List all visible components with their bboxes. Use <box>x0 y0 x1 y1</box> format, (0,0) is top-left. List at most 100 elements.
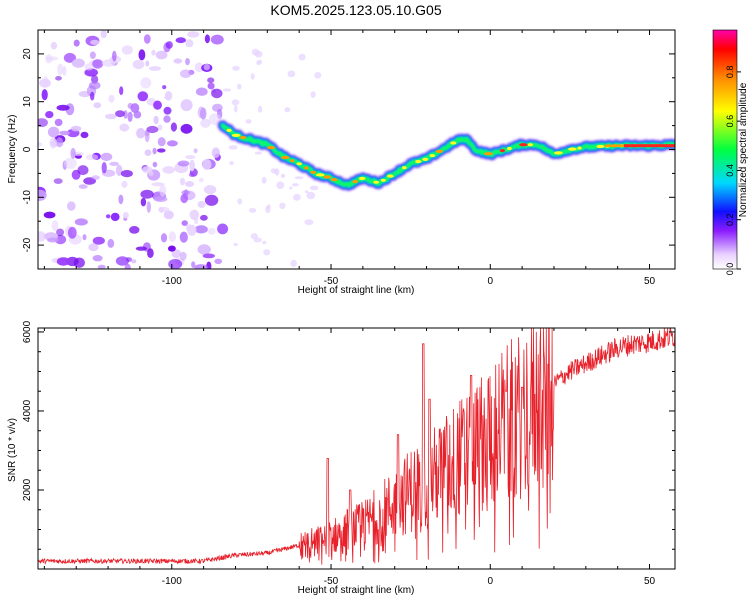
spectrogram-noise-blob <box>294 176 304 180</box>
spectrogram-peak <box>315 173 325 177</box>
spectrogram-noise-blob <box>257 105 263 113</box>
spectrogram-noise-blob <box>73 39 80 47</box>
spectrogram-noise-blob <box>298 53 306 61</box>
spectrogram-noise-blob <box>262 240 267 245</box>
spectrogram-noise-blob <box>109 161 119 166</box>
spectrogram-noise-blob <box>153 115 159 125</box>
spectrogram-noise-blob <box>67 226 77 239</box>
spectrogram-noise-blob <box>66 256 79 267</box>
spectrogram-noise-blob <box>207 82 215 90</box>
spectrogram-peak <box>280 155 290 160</box>
spectrogram-noise-blob <box>93 102 102 109</box>
chart-title: KOM5.2025.123.05.10.G05 <box>270 2 442 18</box>
spectrogram-noise-blob <box>233 242 238 247</box>
spectrogram-noise-blob <box>179 231 188 243</box>
spectrogram-tail-peak <box>624 144 675 148</box>
spectrogram-noise-blob <box>181 220 188 226</box>
spectrogram-noise-blob <box>210 34 224 45</box>
colorbar-tick-label: 0.0 <box>725 263 735 276</box>
spectrogram-noise-blob <box>279 202 286 209</box>
spectrogram-noise-blob <box>284 107 291 113</box>
spectrogram-x-axis-label: Height of straight line (km) <box>298 285 415 296</box>
spectrogram-noise-blob <box>144 149 152 156</box>
spectrogram-noise-blob <box>290 259 298 267</box>
snr-y-ticks: 2000 4000 6000 <box>22 320 675 570</box>
spectrogram-noise-blob <box>180 123 193 134</box>
spectrogram-noise-blob <box>163 106 172 115</box>
spectrogram-noise-blob <box>180 69 192 78</box>
spectrogram-noise-blob <box>90 91 95 101</box>
spectrogram-noise-blob <box>198 177 204 183</box>
spectrogram-noise-blob <box>248 208 257 213</box>
spectrogram-noise-blob <box>115 164 123 177</box>
snr-y-tick-label: 4000 <box>22 399 33 422</box>
spectrogram-noise-blob <box>185 39 194 48</box>
spectrogram-noise-blob <box>304 219 314 226</box>
spectrogram-noise-blob <box>197 200 206 209</box>
colorbar-gradient <box>712 29 738 270</box>
spectrogram-noise-blob <box>153 100 162 110</box>
spectrogram-noise-blob <box>121 180 128 188</box>
spectrogram-noise-blob <box>187 31 200 38</box>
snr-x-ticks: -100 -50 0 50 <box>43 328 656 587</box>
colorbar-tick-label: 0.4 <box>725 164 735 177</box>
spectrogram-noise-blob <box>118 194 124 205</box>
spectrogram-noise-blob <box>50 41 58 50</box>
spectrogram-noise-blob <box>195 87 208 96</box>
spectrogram-peak <box>323 175 332 179</box>
spectrogram-noise-blob <box>250 233 258 240</box>
spectrogram-peak <box>240 135 247 140</box>
spectrogram-tail-peak <box>604 144 624 147</box>
spectrogram-noise-blob <box>203 185 217 195</box>
spectrogram-noise-blob <box>146 201 151 213</box>
spectrogram-peak <box>310 170 317 174</box>
spectrogram-peak <box>568 147 577 151</box>
spectrogram-peak <box>290 159 295 163</box>
spectrogram-peak <box>507 146 512 151</box>
spectrogram-y-tick-label: 20 <box>22 48 33 60</box>
spectrogram-noise-blob <box>265 205 271 214</box>
spectrogram-peak <box>519 143 528 147</box>
spectrogram-peak <box>554 151 563 155</box>
spectrogram-noise-blob <box>56 228 65 237</box>
spectrogram-peak <box>352 180 359 184</box>
spectrogram-noise-blob <box>232 65 240 71</box>
snr-x-tick-label: -100 <box>162 576 182 587</box>
spectrogram-noise-blob <box>158 206 164 213</box>
spectrogram-noise-blob <box>105 113 117 120</box>
spectrogram-noise-blob <box>92 236 105 245</box>
spectrogram-noise-blob <box>64 157 77 169</box>
spectrogram-noise-blob <box>43 211 56 219</box>
spectrogram-peak <box>330 178 338 182</box>
spectrogram-noise-blob <box>202 253 215 259</box>
spectrogram-noise-blob <box>291 183 299 187</box>
spectrogram-noise-blob <box>204 194 219 206</box>
spectrogram-noise-blob <box>194 216 199 225</box>
spectrogram-noise-blob <box>194 225 208 234</box>
spectrogram-x-tick-label: -100 <box>162 276 182 287</box>
spectrogram-ridge-halo-purple <box>217 119 675 192</box>
spectrogram-noise-blob <box>310 91 316 98</box>
spectrogram-noise-blob <box>74 218 88 226</box>
spectrogram-noise-blob <box>80 131 89 139</box>
spectrogram-noise-blob <box>38 231 46 242</box>
spectrogram-noise-blob <box>157 124 163 131</box>
spectrogram-noise-blob <box>38 142 43 147</box>
spectrogram-noise-blob <box>119 123 130 132</box>
spectrogram-noise-blob <box>222 88 232 92</box>
spectrogram-noise-blob <box>147 248 154 258</box>
spectrogram-x-tick-label: -50 <box>324 276 339 287</box>
spectrogram-noise-blob <box>187 224 197 236</box>
spectrogram-noise-blob <box>228 145 238 150</box>
snr-series-line <box>38 328 675 565</box>
spectrogram-noise-blob <box>237 83 242 90</box>
spectrogram-noise-blob <box>152 147 157 155</box>
spectrogram-noise-blob <box>162 85 167 90</box>
spectrogram-peak <box>450 141 457 145</box>
spectrogram-y-ticks: -20 -10 0 10 20 <box>22 29 675 270</box>
spectrogram-noise-blob <box>129 226 140 234</box>
spectrogram-noise-blob <box>120 170 133 178</box>
spectrogram-y-tick-label: 0 <box>22 146 33 152</box>
